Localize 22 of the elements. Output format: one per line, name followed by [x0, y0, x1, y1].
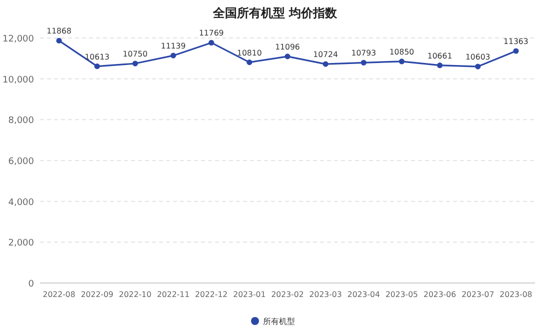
- point: [513, 48, 519, 54]
- y-tick-label: 8,000: [8, 116, 34, 126]
- point: [208, 40, 214, 46]
- point: [284, 54, 290, 60]
- point: [437, 62, 443, 68]
- point: [475, 64, 481, 70]
- y-tick-label: 10,000: [2, 75, 34, 86]
- point: [360, 60, 366, 66]
- y-tick-label: 6,000: [8, 157, 34, 167]
- point: [398, 58, 405, 64]
- y-tick-label: 2,000: [8, 238, 34, 249]
- point: [94, 64, 100, 70]
- point: [170, 52, 176, 58]
- y-tick-label: 4,000: [8, 198, 34, 208]
- y-tick-label: 0: [28, 280, 34, 290]
- point: [246, 59, 252, 66]
- y-tick-label: 12,000: [2, 34, 34, 44]
- legend-label: 所有机型: [263, 317, 295, 326]
- point: [322, 61, 328, 67]
- chart-title: 全国所有机型 均价指数: [212, 6, 338, 20]
- point: [56, 38, 62, 44]
- point: [132, 60, 138, 66]
